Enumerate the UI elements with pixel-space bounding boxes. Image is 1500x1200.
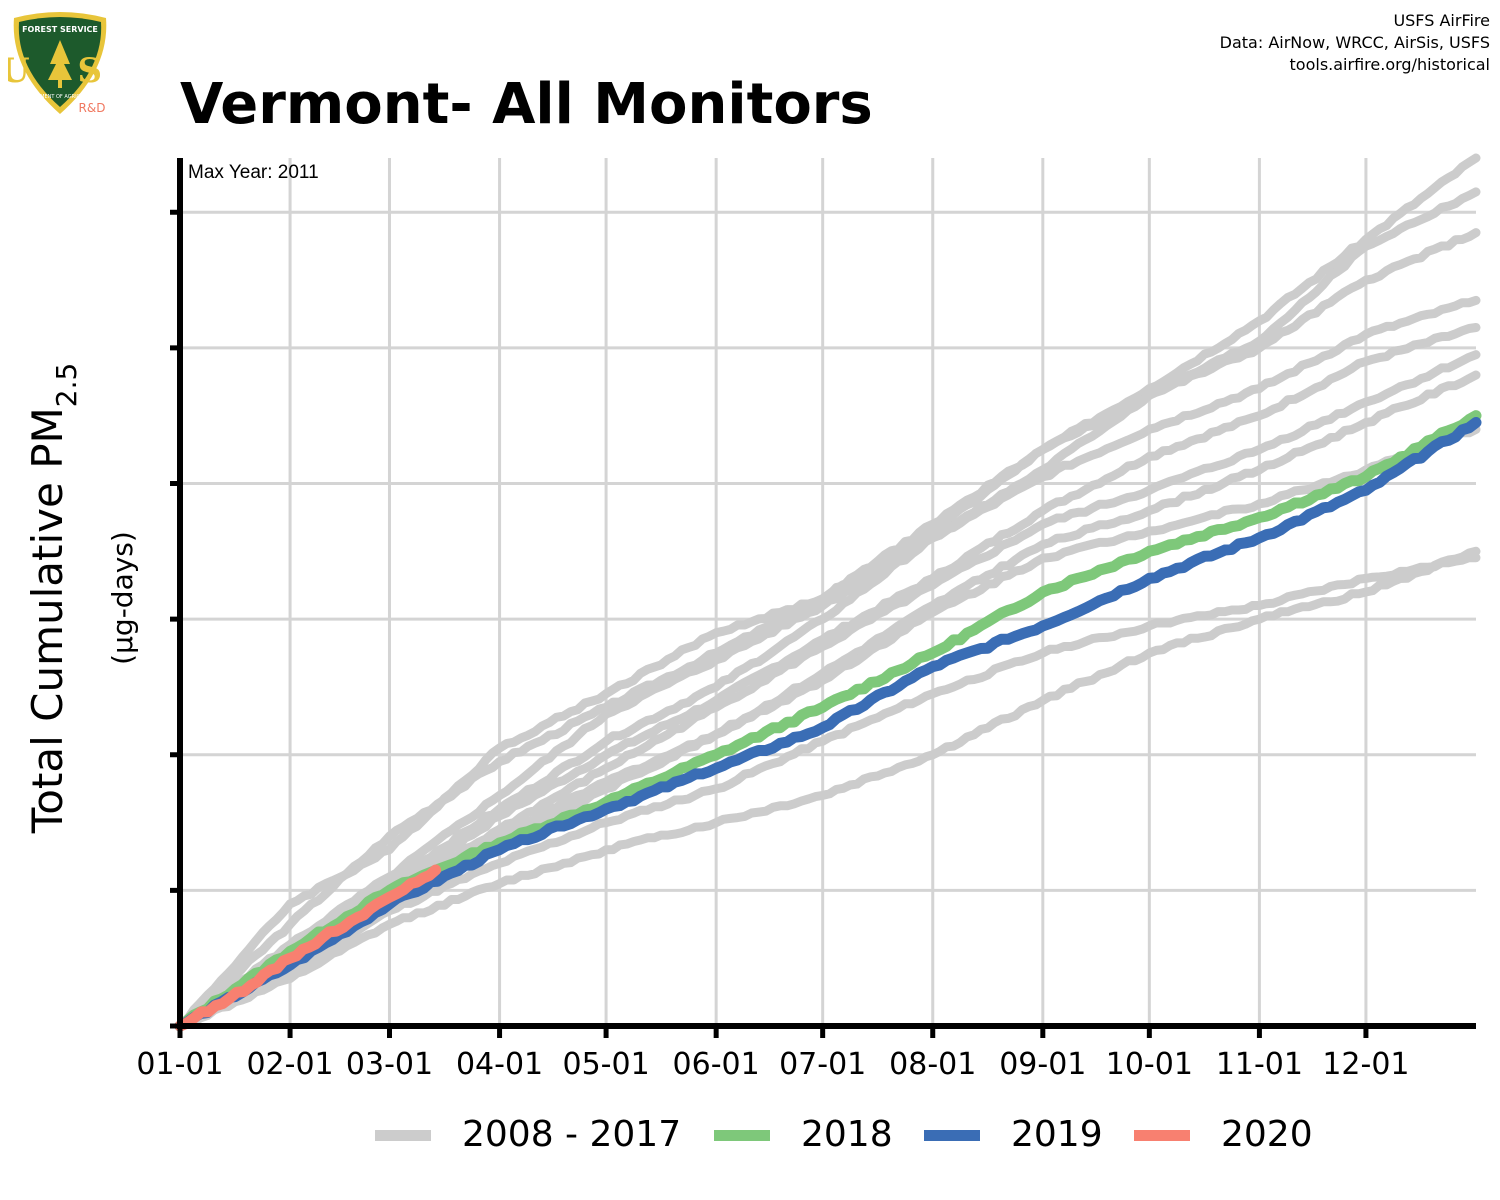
x-tick-label: 05-01 <box>562 1047 649 1082</box>
tree-icon <box>48 40 72 80</box>
series-line-2018 <box>174 410 1482 1032</box>
x-tick-label: 12-01 <box>1322 1047 1409 1082</box>
x-tick-label: 08-01 <box>889 1047 976 1082</box>
series-line-historical <box>175 553 1481 1031</box>
x-tick-label: 07-01 <box>779 1047 866 1082</box>
x-tick-label: 04-01 <box>456 1047 543 1082</box>
x-tick-label: 06-01 <box>673 1047 760 1082</box>
y-axis-title: Total Cumulative PM2.5 <box>23 363 83 835</box>
series-lines <box>174 153 1482 1032</box>
x-tick-label: 02-01 <box>246 1047 333 1082</box>
logo-bottom-text: DEPARTMENT OF AGRICULTURE <box>21 94 99 100</box>
svg-text:Total Cumulative PM2.5: Total Cumulative PM2.5 <box>23 363 83 835</box>
logo-top-text: FOREST SERVICE <box>22 25 98 34</box>
chart-title: Vermont- All Monitors <box>180 72 873 137</box>
x-tick-label: 11-01 <box>1216 1047 1303 1082</box>
legend-swatch <box>1134 1130 1190 1141</box>
y-axis-label: Total Cumulative PM <box>23 407 72 834</box>
legend-swatch <box>714 1130 770 1141</box>
axes <box>170 158 1476 1038</box>
x-tick-label: 03-01 <box>346 1047 433 1082</box>
series-line-historical <box>175 546 1481 1031</box>
legend-label: 2018 <box>801 1114 893 1155</box>
legend-swatch <box>375 1130 431 1141</box>
series-line-historical <box>175 350 1481 1031</box>
legend: 2008 - 2017 2018 2019 2020 <box>0 1110 1500 1160</box>
legend-label: 2019 <box>1011 1114 1103 1155</box>
x-tick-label: 01-01 <box>136 1047 223 1082</box>
legend-swatch <box>924 1130 980 1141</box>
series-line-historical <box>175 228 1481 1031</box>
logo-tag: R&D <box>79 101 106 115</box>
series-line-historical <box>175 187 1481 1031</box>
credits: USFS AirFire Data: AirNow, WRCC, AirSis,… <box>1220 10 1490 76</box>
credit-line-1: USFS AirFire <box>1393 11 1490 30</box>
credit-line-2: Data: AirNow, WRCC, AirSis, USFS <box>1219 33 1490 52</box>
series-line-historical <box>175 295 1481 1031</box>
svg-text:(µg-days): (µg-days) <box>106 531 139 665</box>
usfs-logo: FOREST SERVICE U S DEPARTMENT OF AGRICUL… <box>8 12 107 115</box>
max-year-annotation: Max Year: 2011 <box>188 162 319 183</box>
y-axis-units: (µg-days) <box>106 531 139 665</box>
x-tick-labels: 01-01 02-01 03-01 04-01 05-01 06-01 07-01 08-01… <box>136 1047 1409 1082</box>
legend-label: 2020 <box>1221 1114 1313 1155</box>
y-axis-subscript: 2.5 <box>50 363 83 408</box>
cumulative-pm-chart: 01-01 02-01 03-01 04-01 05-01 06-01 07-01 08-01… <box>23 153 1482 1082</box>
x-tick-label: 10-01 <box>1106 1047 1193 1082</box>
x-tick-label: 09-01 <box>999 1047 1086 1082</box>
series-line-2020 <box>174 864 442 1032</box>
legend-label: 2008 - 2017 <box>462 1114 682 1155</box>
credit-line-3: tools.airfire.org/historical <box>1289 55 1490 74</box>
